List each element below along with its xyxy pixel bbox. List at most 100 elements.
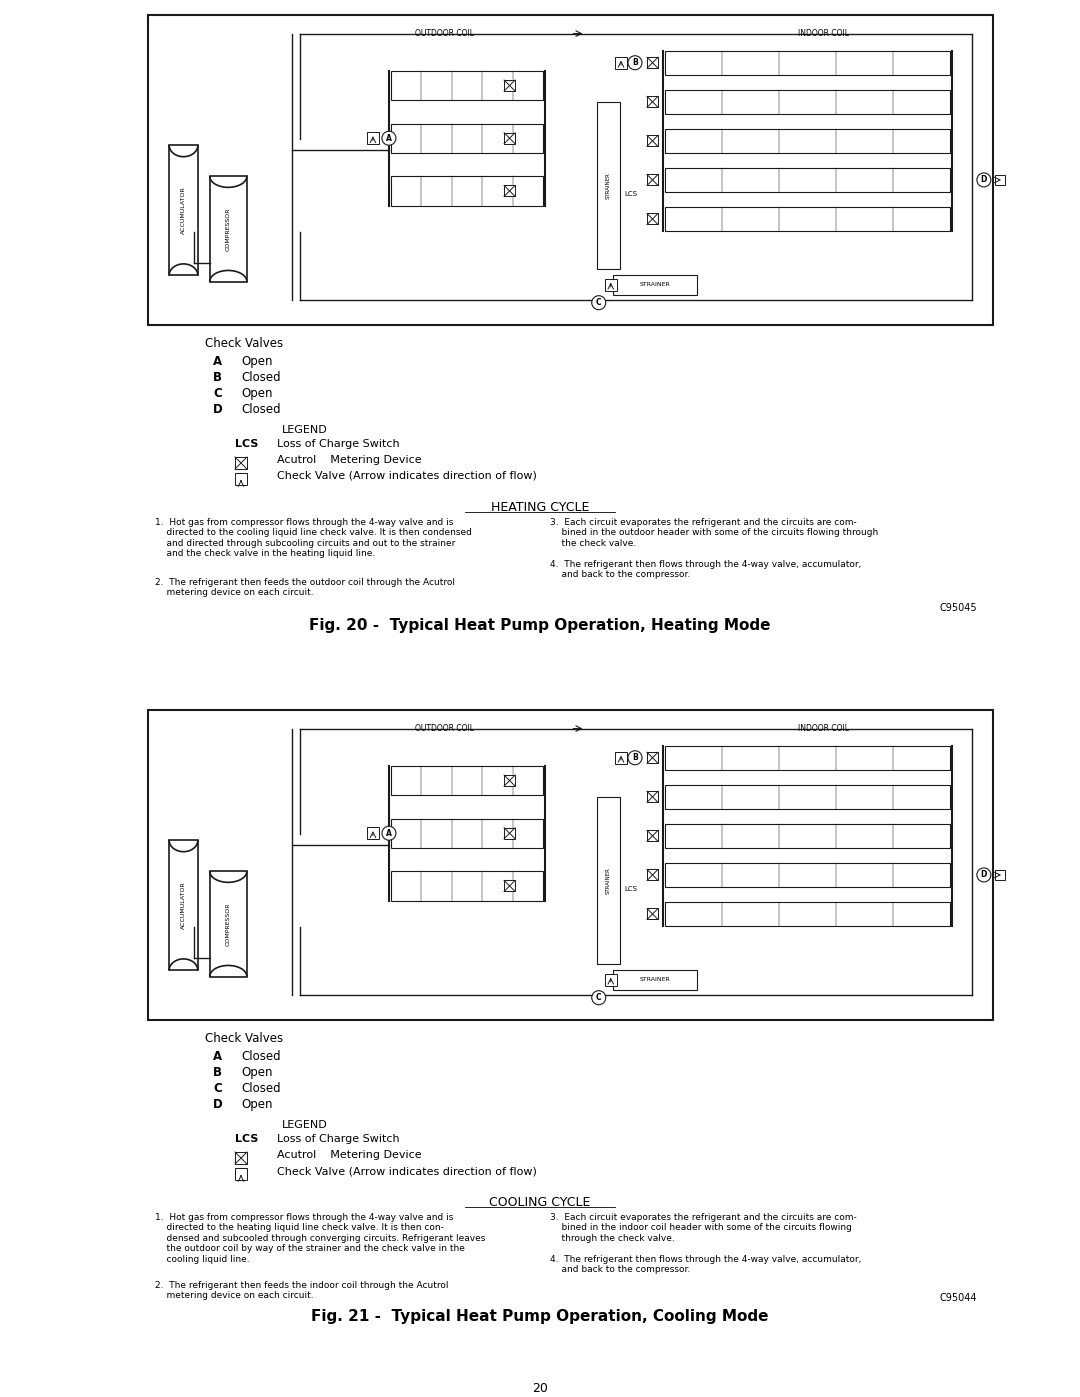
Text: ACCUMULATOR: ACCUMULATOR (181, 882, 186, 929)
Text: 1.  Hot gas from compressor flows through the 4-way valve and is
    directed to: 1. Hot gas from compressor flows through… (156, 518, 472, 559)
Circle shape (977, 868, 990, 882)
Bar (504, 80, 515, 91)
Text: A: A (386, 828, 392, 838)
Bar (148, 710, 993, 1020)
Text: Check Valves: Check Valves (205, 337, 283, 351)
Bar (235, 457, 247, 469)
Bar (664, 785, 949, 809)
Text: 4.  The refrigerant then flows through the 4-way valve, accumulator,
    and bac: 4. The refrigerant then flows through th… (550, 560, 862, 580)
Bar (367, 827, 379, 840)
Bar (596, 102, 620, 270)
Text: C: C (213, 387, 221, 400)
Text: D: D (981, 870, 987, 880)
Text: STRAINER: STRAINER (606, 172, 611, 198)
Bar (995, 175, 1004, 184)
Text: Check Valve (Arrow indicates direction of flow): Check Valve (Arrow indicates direction o… (276, 471, 537, 481)
Text: Check Valve (Arrow indicates direction of flow): Check Valve (Arrow indicates direction o… (276, 1166, 537, 1176)
Bar (647, 175, 658, 186)
Text: Closed: Closed (241, 1051, 281, 1063)
Text: INDOOR COIL: INDOOR COIL (798, 29, 849, 38)
Text: Closed: Closed (241, 402, 281, 416)
Bar (615, 57, 627, 68)
Text: STRAINER: STRAINER (606, 868, 611, 894)
Text: B: B (632, 59, 638, 67)
Text: Acutrol    Metering Device: Acutrol Metering Device (276, 455, 421, 465)
Text: C: C (213, 1083, 221, 1095)
Bar (367, 133, 379, 144)
Bar (170, 145, 198, 275)
Bar (504, 880, 515, 891)
Bar (612, 970, 698, 990)
Bar (664, 746, 949, 770)
Text: LCS: LCS (235, 439, 258, 448)
Text: STRAINER: STRAINER (639, 282, 671, 288)
Bar (647, 830, 658, 841)
Text: LCS: LCS (235, 1134, 258, 1144)
Text: INDOOR COIL: INDOOR COIL (798, 724, 849, 733)
Text: Fig. 21 -  Typical Heat Pump Operation, Cooling Mode: Fig. 21 - Typical Heat Pump Operation, C… (311, 1309, 769, 1324)
Circle shape (627, 56, 642, 70)
Text: LCS: LCS (624, 886, 637, 891)
Bar (596, 796, 620, 964)
Text: C: C (596, 993, 602, 1002)
Text: B: B (213, 372, 222, 384)
Bar (391, 123, 543, 152)
Bar (664, 207, 949, 231)
Bar (391, 176, 543, 205)
Text: 3.  Each circuit evaporates the refrigerant and the circuits are com-
    bined : 3. Each circuit evaporates the refrigera… (550, 518, 878, 548)
Bar (647, 908, 658, 919)
Text: Closed: Closed (241, 1083, 281, 1095)
Text: D: D (213, 1098, 222, 1111)
Bar (664, 863, 949, 887)
Bar (664, 824, 949, 848)
Text: Loss of Charge Switch: Loss of Charge Switch (276, 439, 400, 448)
Text: 3.  Each circuit evaporates the refrigerant and the circuits are com-
    bined : 3. Each circuit evaporates the refrigera… (550, 1213, 856, 1243)
Bar (647, 214, 658, 225)
Bar (210, 872, 247, 977)
Circle shape (977, 173, 990, 187)
Bar (210, 176, 247, 282)
Text: LEGEND: LEGEND (282, 425, 328, 434)
Bar (664, 50, 949, 75)
Bar (615, 752, 627, 764)
Bar (391, 766, 543, 795)
Text: A: A (386, 134, 392, 142)
Bar (235, 474, 247, 485)
Text: 664B: 664B (13, 865, 28, 909)
Text: B: B (213, 1066, 222, 1078)
Bar (612, 275, 698, 295)
Text: Open: Open (241, 1066, 272, 1078)
Text: 20: 20 (532, 1382, 548, 1396)
Bar (647, 96, 658, 108)
Bar (995, 870, 1004, 880)
Text: ACCUMULATOR: ACCUMULATOR (181, 186, 186, 235)
Text: B: B (632, 753, 638, 763)
Circle shape (592, 296, 606, 310)
Circle shape (382, 131, 396, 145)
Text: OUTDOOR COIL: OUTDOOR COIL (416, 724, 474, 733)
Bar (504, 133, 515, 144)
Bar (664, 129, 949, 152)
Text: OUTDOOR COIL: OUTDOOR COIL (416, 29, 474, 38)
Bar (235, 1153, 247, 1164)
Text: Loss of Charge Switch: Loss of Charge Switch (276, 1134, 400, 1144)
Text: Acutrol    Metering Device: Acutrol Metering Device (276, 1150, 421, 1160)
Text: A: A (213, 355, 222, 367)
Text: Open: Open (241, 355, 272, 367)
Text: Closed: Closed (241, 372, 281, 384)
Text: C95044: C95044 (940, 1294, 977, 1303)
Bar (605, 278, 617, 291)
Text: LCS: LCS (624, 191, 637, 197)
Bar (504, 186, 515, 197)
Text: Fig. 20 -  Typical Heat Pump Operation, Heating Mode: Fig. 20 - Typical Heat Pump Operation, H… (309, 617, 771, 633)
Bar (504, 775, 515, 787)
Text: LEGEND: LEGEND (282, 1120, 328, 1130)
Text: 2.  The refrigerant then feeds the outdoor coil through the Acutrol
    metering: 2. The refrigerant then feeds the outdoo… (156, 578, 455, 598)
Bar (647, 791, 658, 802)
Text: C95045: C95045 (940, 604, 977, 613)
Bar (664, 902, 949, 926)
Bar (605, 974, 617, 986)
Text: 1.  Hot gas from compressor flows through the 4-way valve and is
    directed to: 1. Hot gas from compressor flows through… (156, 1213, 485, 1264)
Text: C: C (596, 298, 602, 307)
Bar (235, 1168, 247, 1180)
